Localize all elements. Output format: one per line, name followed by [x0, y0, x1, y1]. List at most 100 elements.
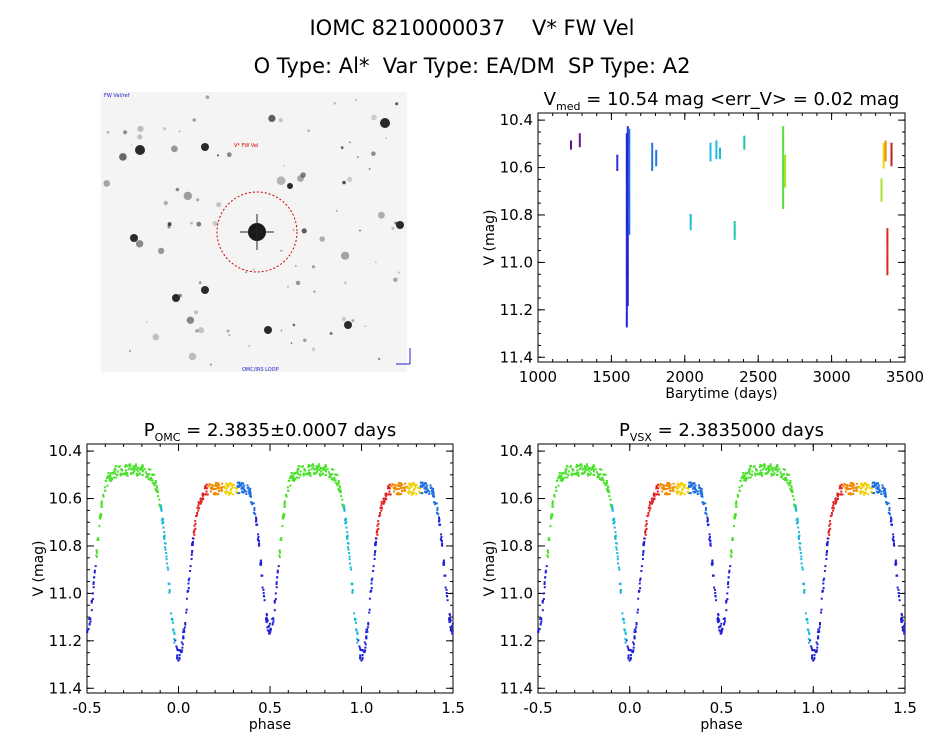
data-point — [628, 193, 631, 196]
data-point — [252, 502, 255, 505]
data-point — [714, 588, 716, 591]
data-point — [805, 618, 808, 621]
data-point — [884, 494, 887, 497]
data-point — [633, 637, 636, 640]
data-point — [817, 635, 820, 638]
data-point — [184, 622, 187, 624]
data-point — [626, 250, 629, 253]
data-point — [86, 630, 89, 633]
data-point — [760, 472, 763, 474]
data-point — [285, 493, 288, 496]
data-point — [136, 474, 139, 477]
data-point — [285, 495, 288, 498]
data-point — [618, 568, 621, 571]
data-point — [604, 484, 607, 487]
data-point — [613, 520, 616, 523]
data-point — [136, 467, 139, 470]
star — [371, 114, 377, 121]
lightcurve-panel: 1000 1500 2000 2500 3000 350010.410.610.811.0… — [482, 89, 924, 402]
data-point — [826, 550, 828, 552]
data-point — [418, 491, 421, 494]
data-point — [903, 622, 906, 625]
data-point — [265, 618, 268, 621]
data-point — [886, 271, 889, 274]
data-point — [835, 501, 837, 504]
data-point — [896, 586, 899, 589]
data-point — [892, 543, 895, 546]
data-point — [782, 143, 785, 146]
data-point — [687, 491, 690, 494]
data-point — [571, 468, 574, 470]
data-point — [748, 469, 751, 472]
data-point — [448, 613, 451, 615]
data-point — [639, 587, 642, 590]
data-point — [394, 484, 397, 487]
data-point — [626, 165, 629, 168]
data-point — [258, 544, 261, 547]
data-point — [848, 488, 851, 490]
data-point — [626, 304, 629, 307]
data-point — [399, 482, 402, 485]
data-point — [242, 491, 245, 493]
data-point — [255, 516, 257, 519]
data-point — [651, 154, 654, 157]
data-point — [720, 622, 723, 625]
data-point — [128, 463, 131, 466]
data-point — [118, 465, 121, 468]
data-point — [209, 490, 212, 493]
plot-frame — [537, 443, 906, 694]
data-point — [182, 637, 185, 640]
data-point — [886, 503, 888, 506]
data-point — [364, 649, 367, 652]
star — [167, 222, 172, 227]
data-point — [617, 566, 620, 569]
star — [333, 102, 336, 105]
data-point — [612, 522, 615, 525]
data-point — [108, 479, 111, 482]
data-point — [700, 491, 703, 494]
data-point — [624, 633, 627, 635]
data-point — [351, 590, 354, 593]
data-point — [858, 486, 861, 489]
data-point — [776, 473, 778, 476]
data-point — [829, 522, 832, 525]
data-point — [258, 542, 261, 545]
data-point — [626, 169, 629, 172]
data-point — [626, 136, 629, 139]
data-point — [626, 209, 629, 212]
data-point — [394, 487, 397, 490]
data-point — [862, 485, 865, 488]
data-point — [94, 565, 97, 568]
data-point — [782, 468, 785, 471]
data-point — [379, 512, 382, 514]
data-point — [444, 574, 447, 577]
data-point — [816, 643, 819, 646]
data-point — [742, 476, 745, 479]
data-point — [359, 647, 362, 650]
data-point — [445, 588, 448, 591]
data-point — [767, 465, 770, 468]
data-point — [884, 151, 887, 154]
data-point — [439, 538, 442, 541]
data-point — [440, 533, 443, 536]
data-point — [265, 616, 268, 619]
data-point — [178, 649, 181, 652]
data-point — [784, 172, 787, 174]
data-point — [653, 492, 656, 495]
data-point — [738, 489, 741, 492]
data-point — [760, 465, 763, 468]
data-point — [194, 520, 197, 523]
data-point — [884, 155, 887, 158]
data-point — [786, 473, 788, 476]
data-point — [666, 481, 669, 484]
star — [268, 114, 276, 122]
data-point — [811, 654, 813, 657]
data-point — [114, 472, 117, 475]
star — [106, 130, 110, 134]
data-point — [793, 503, 796, 506]
data-point — [784, 162, 787, 165]
data-point — [156, 488, 159, 491]
data-point — [269, 628, 272, 630]
data-point — [331, 468, 333, 471]
data-point — [663, 488, 666, 491]
